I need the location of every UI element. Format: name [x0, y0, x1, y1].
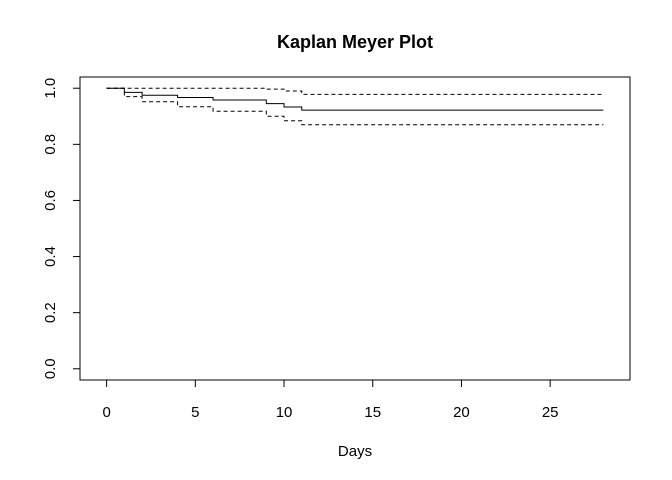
y-tick-label: 0.6 [42, 190, 59, 211]
y-tick-label: 0.4 [42, 246, 59, 267]
x-tick-label: 5 [191, 404, 199, 421]
y-tick-label: 1.0 [42, 78, 59, 99]
series-lower-ci-line [106, 87, 604, 126]
series-estimate-line [106, 87, 604, 111]
y-tick-label: 0.0 [42, 358, 59, 379]
x-tick-label: 20 [453, 404, 470, 421]
y-tick-label: 0.2 [42, 302, 59, 323]
y-axis: 0.0 0.2 0.4 0.6 0.8 1.0 [42, 78, 81, 379]
plot-frame [79, 76, 631, 381]
x-axis: 0 5 10 15 20 25 [102, 379, 559, 421]
x-tick-label: 25 [542, 404, 559, 421]
y-tick-label: 0.8 [42, 134, 59, 155]
x-axis-label: Days [338, 443, 372, 460]
x-tick-label: 0 [102, 404, 110, 421]
x-tick-label: 15 [364, 404, 381, 421]
x-tick-label: 10 [276, 404, 293, 421]
series-upper-ci-line [106, 87, 604, 95]
chart-title: Kaplan Meyer Plot [277, 32, 433, 52]
series-layer [106, 87, 604, 126]
